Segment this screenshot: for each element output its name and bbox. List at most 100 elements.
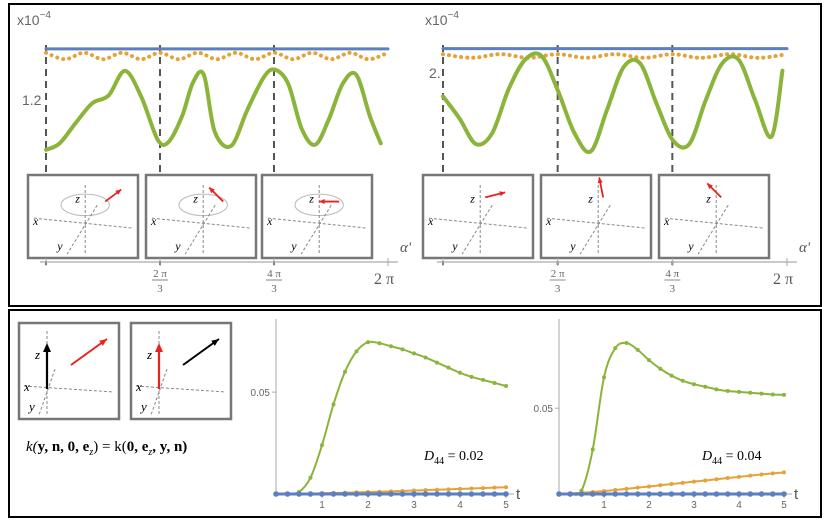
green-data-point	[759, 391, 764, 396]
blue-data-point	[273, 491, 279, 497]
orange-data-point	[492, 485, 497, 490]
orange-data-point	[692, 479, 696, 484]
blue-data-point	[702, 491, 709, 497]
blue-data-point	[691, 491, 697, 497]
x-tick-label-numerator: 4 π	[267, 268, 281, 280]
x-tick-label-numerator: 2 π	[153, 268, 167, 280]
x-label: x	[135, 379, 142, 394]
x-axis-label: α'	[400, 240, 412, 256]
orange-data-point	[669, 482, 674, 487]
orange-data-point	[737, 474, 741, 479]
y-axis-dashed	[184, 204, 216, 255]
green-data-point	[602, 375, 606, 380]
x-label: x	[23, 379, 30, 394]
green-data-point	[343, 369, 347, 374]
y-axis-dashed	[38, 368, 56, 416]
green-data-point	[504, 384, 508, 389]
blue-data-point	[388, 491, 394, 497]
orange-data-point	[504, 485, 508, 490]
green-data-point	[658, 366, 663, 371]
blue-data-point	[376, 491, 383, 497]
x-tick-label-denominator: 3	[555, 283, 561, 295]
x-axis-dashed	[546, 217, 647, 229]
left-y-tick-label: 1.2	[22, 92, 42, 108]
x-tick-label-denominator: 3	[271, 283, 277, 295]
blue-data-point	[556, 491, 562, 497]
x-tick-label: 1	[319, 500, 325, 511]
y-label: y	[174, 239, 181, 253]
green-data-point	[770, 392, 775, 397]
blue-data-point	[491, 491, 498, 497]
blue-data-point	[747, 491, 754, 497]
x-tick-label: 4	[457, 500, 463, 511]
green-data-point	[389, 344, 393, 349]
orange-data-point	[481, 486, 485, 491]
y-label: y	[56, 239, 63, 253]
vertical-arrow-head	[43, 343, 51, 352]
annotation-label: D44 = 0.02	[423, 449, 484, 467]
blue-data-point	[434, 491, 440, 497]
green-data-point	[703, 384, 708, 389]
y-tick-label: 0.05	[251, 388, 271, 399]
x-axis-label: α'	[799, 240, 811, 256]
arrow-head	[499, 191, 506, 197]
x-tick-label: 3	[691, 500, 697, 511]
green-data-point	[400, 347, 405, 352]
y-axis-dashed	[300, 204, 332, 255]
green-data-point	[446, 365, 451, 370]
y-label: y	[687, 239, 694, 253]
blue-data-point	[601, 491, 607, 497]
blue-data-point	[422, 491, 429, 497]
green-data-point	[366, 340, 370, 345]
green-data-point	[590, 447, 595, 452]
arrow-head	[115, 189, 122, 195]
z-label: z	[587, 191, 593, 205]
green-data-point	[354, 349, 359, 354]
blue-data-point	[623, 491, 630, 497]
inset-frame	[26, 173, 140, 260]
arrow-head	[597, 177, 603, 184]
orange-data-point	[748, 473, 753, 478]
blue-data-point	[679, 491, 686, 497]
green-data-point	[331, 402, 336, 407]
right-exponent-label: x10−4	[425, 10, 459, 28]
green-data-point	[782, 392, 786, 397]
blue-data-point	[284, 491, 291, 497]
arrow-head	[707, 183, 713, 190]
x-label: x	[663, 214, 670, 228]
x-tick-label: 1	[601, 500, 607, 511]
blue-data-point	[445, 491, 452, 497]
y-axis-dashed	[150, 368, 168, 416]
green-data-point	[669, 373, 674, 378]
blue-data-point	[736, 491, 742, 497]
bottom-left-plot: 1 2 3 4 5 0.05 t D44 = 0.02	[251, 319, 521, 511]
orange-data-point	[703, 478, 708, 483]
y-axis-dashed	[579, 204, 611, 255]
x-axis-dashed	[151, 217, 252, 229]
blue-data-point	[769, 491, 776, 497]
blue-data-point	[567, 491, 574, 497]
blue-data-point	[319, 491, 325, 497]
blue-data-point	[365, 491, 371, 497]
x-axis-label: t	[794, 486, 799, 503]
blue-data-point	[724, 491, 731, 497]
x-label: x	[266, 214, 273, 228]
x-axis-dashed	[135, 385, 227, 393]
blue-data-point	[503, 491, 509, 497]
arrow-head	[209, 187, 215, 194]
x-tick-label: 2	[646, 500, 652, 511]
orange-data-point	[770, 471, 775, 476]
x-axis-label: t	[516, 486, 521, 503]
x-axis-dashed	[664, 217, 765, 229]
diagonal-arrow-head	[211, 339, 219, 346]
top-left-plot	[44, 45, 390, 265]
orange-data-point	[446, 487, 451, 492]
x-axis-dashed	[267, 217, 368, 229]
orange-data-point	[647, 484, 651, 489]
y-label: y	[569, 239, 576, 253]
orange-data-point	[613, 488, 618, 493]
green-data-point	[423, 355, 428, 360]
blue-data-point	[589, 491, 596, 497]
green-data-point	[481, 377, 485, 382]
diagonal-arrow	[70, 338, 108, 366]
